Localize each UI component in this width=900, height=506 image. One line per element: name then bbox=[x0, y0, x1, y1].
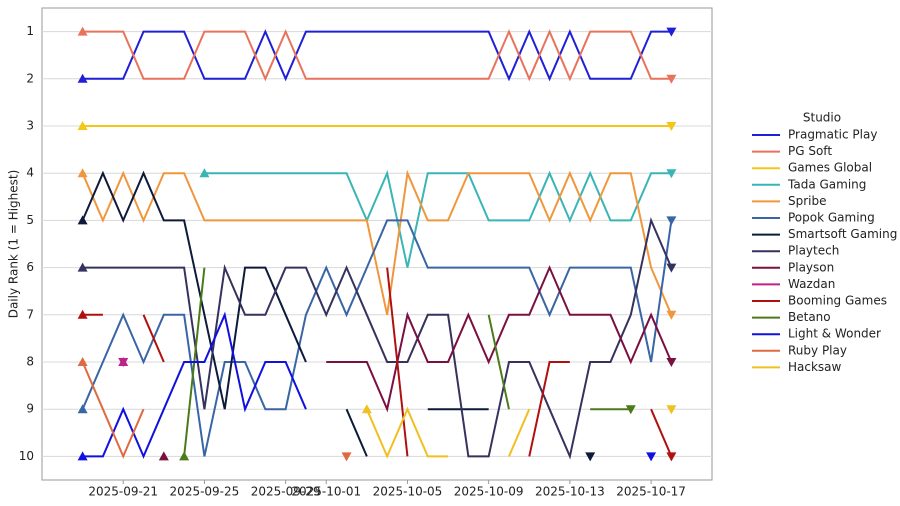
legend-label: Smartsoft Gaming bbox=[788, 227, 897, 241]
legend-label: Light & Wonder bbox=[788, 327, 881, 341]
start-marker bbox=[77, 168, 88, 178]
y-tick-label: 3 bbox=[26, 119, 34, 133]
legend-label: Playson bbox=[788, 260, 834, 274]
legend-label: Popok Gaming bbox=[788, 211, 875, 225]
end-marker bbox=[341, 452, 352, 462]
legend-label: Pragmatic Play bbox=[788, 128, 877, 142]
end-marker bbox=[666, 358, 677, 367]
series-line bbox=[82, 267, 673, 457]
start-marker bbox=[77, 215, 88, 225]
start-marker bbox=[77, 26, 88, 36]
end-marker bbox=[118, 358, 129, 367]
start-marker bbox=[77, 404, 88, 414]
y-tick-label: 1 bbox=[26, 24, 34, 38]
x-tick-label: 2025-10-09 bbox=[454, 485, 524, 499]
start-marker bbox=[179, 451, 190, 461]
x-tick-label: 2025-10-05 bbox=[373, 485, 443, 499]
end-marker bbox=[666, 216, 677, 226]
x-tick-label: 2025-10-13 bbox=[535, 485, 605, 499]
legend-title: Studio bbox=[803, 111, 841, 125]
y-tick-label: 7 bbox=[26, 307, 34, 321]
end-marker bbox=[666, 310, 677, 320]
end-marker bbox=[666, 122, 677, 131]
end-marker bbox=[625, 405, 636, 415]
y-tick-label: 5 bbox=[26, 213, 34, 227]
legend-label: PG Soft bbox=[788, 144, 832, 158]
y-tick-label: 4 bbox=[26, 166, 34, 180]
legend-label: Games Global bbox=[788, 161, 872, 175]
y-tick-label: 8 bbox=[26, 355, 34, 369]
end-marker bbox=[666, 452, 677, 462]
end-marker bbox=[666, 74, 677, 84]
legend-label: Playtech bbox=[788, 244, 839, 258]
x-tick-label: 2025-09-25 bbox=[170, 485, 240, 499]
y-axis-label: Daily Rank (1 = Highest) bbox=[7, 170, 21, 319]
y-tick-label: 9 bbox=[26, 402, 34, 416]
start-marker bbox=[158, 451, 169, 461]
start-marker bbox=[77, 73, 88, 83]
series-line bbox=[83, 315, 651, 457]
end-marker bbox=[646, 452, 657, 462]
x-tick-label: 2025-09-21 bbox=[88, 485, 158, 499]
legend-label: Betano bbox=[788, 310, 831, 324]
y-tick-label: 6 bbox=[26, 260, 34, 274]
start-marker bbox=[77, 262, 88, 272]
start-marker bbox=[77, 357, 88, 366]
legend-label: Spribe bbox=[788, 194, 827, 208]
legend-label: Tada Gaming bbox=[787, 177, 866, 191]
end-marker bbox=[666, 27, 677, 37]
series-line bbox=[326, 265, 673, 413]
x-tick-label: 2025-09-29 bbox=[251, 485, 321, 499]
legend-label: Wazdan bbox=[788, 277, 835, 291]
y-tick-label: 2 bbox=[26, 71, 34, 85]
end-marker bbox=[666, 263, 677, 273]
series-line bbox=[82, 217, 673, 460]
start-marker bbox=[77, 451, 88, 461]
start-marker bbox=[77, 309, 88, 319]
plot-frame bbox=[41, 7, 713, 481]
end-marker bbox=[585, 452, 596, 462]
y-tick-label: 10 bbox=[19, 449, 34, 463]
end-marker bbox=[666, 169, 677, 179]
start-marker bbox=[361, 404, 372, 414]
series-line bbox=[81, 169, 673, 316]
series-line bbox=[204, 169, 672, 268]
series-line bbox=[367, 409, 672, 456]
end-marker bbox=[666, 405, 677, 415]
start-marker bbox=[199, 168, 210, 178]
series-line bbox=[81, 219, 673, 457]
series-line bbox=[82, 29, 672, 82]
legend-label: Hacksaw bbox=[788, 360, 842, 374]
legend-label: Ruby Play bbox=[788, 343, 847, 357]
series-line bbox=[82, 29, 672, 82]
start-marker bbox=[77, 121, 88, 130]
x-tick-label: 2025-10-01 bbox=[291, 485, 361, 499]
x-tick-label: 2025-10-17 bbox=[616, 485, 686, 499]
legend-label: Booming Games bbox=[788, 294, 887, 308]
